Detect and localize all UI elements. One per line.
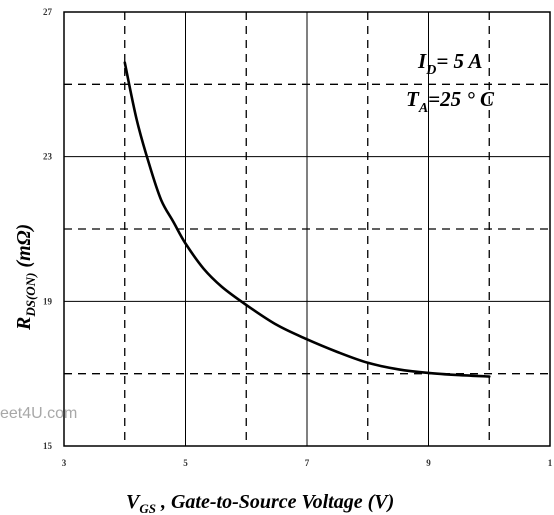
plot-frame [63,11,551,447]
y-tick-label: 23 [43,152,53,162]
y-tick-labels: 15 19 23 27 [43,7,53,451]
y-axis-title: RDS(ON) (mΩ) [13,224,38,331]
x-tick-label: 1 [548,458,553,468]
x-axis-title: VGS , Gate-to-Source Voltage (V) [126,491,394,515]
x-tick-label: 5 [183,458,188,468]
y-tick-label: 19 [43,296,53,306]
y-tick-label: 27 [43,7,53,17]
watermark: eet4U.com [0,405,77,422]
y-tick-label: 15 [43,441,53,451]
grid-lines [64,12,550,446]
x-tick-label: 7 [305,458,310,468]
x-tick-labels: 3 5 7 9 1 [62,458,553,468]
x-tick-label: 9 [426,458,431,468]
annotation-ambient-temp: TA=25 ° C [406,87,495,116]
rdson-curve [123,61,491,378]
annotation-drain-current: ID= 5 A [417,49,483,78]
x-tick-label: 3 [62,458,67,468]
